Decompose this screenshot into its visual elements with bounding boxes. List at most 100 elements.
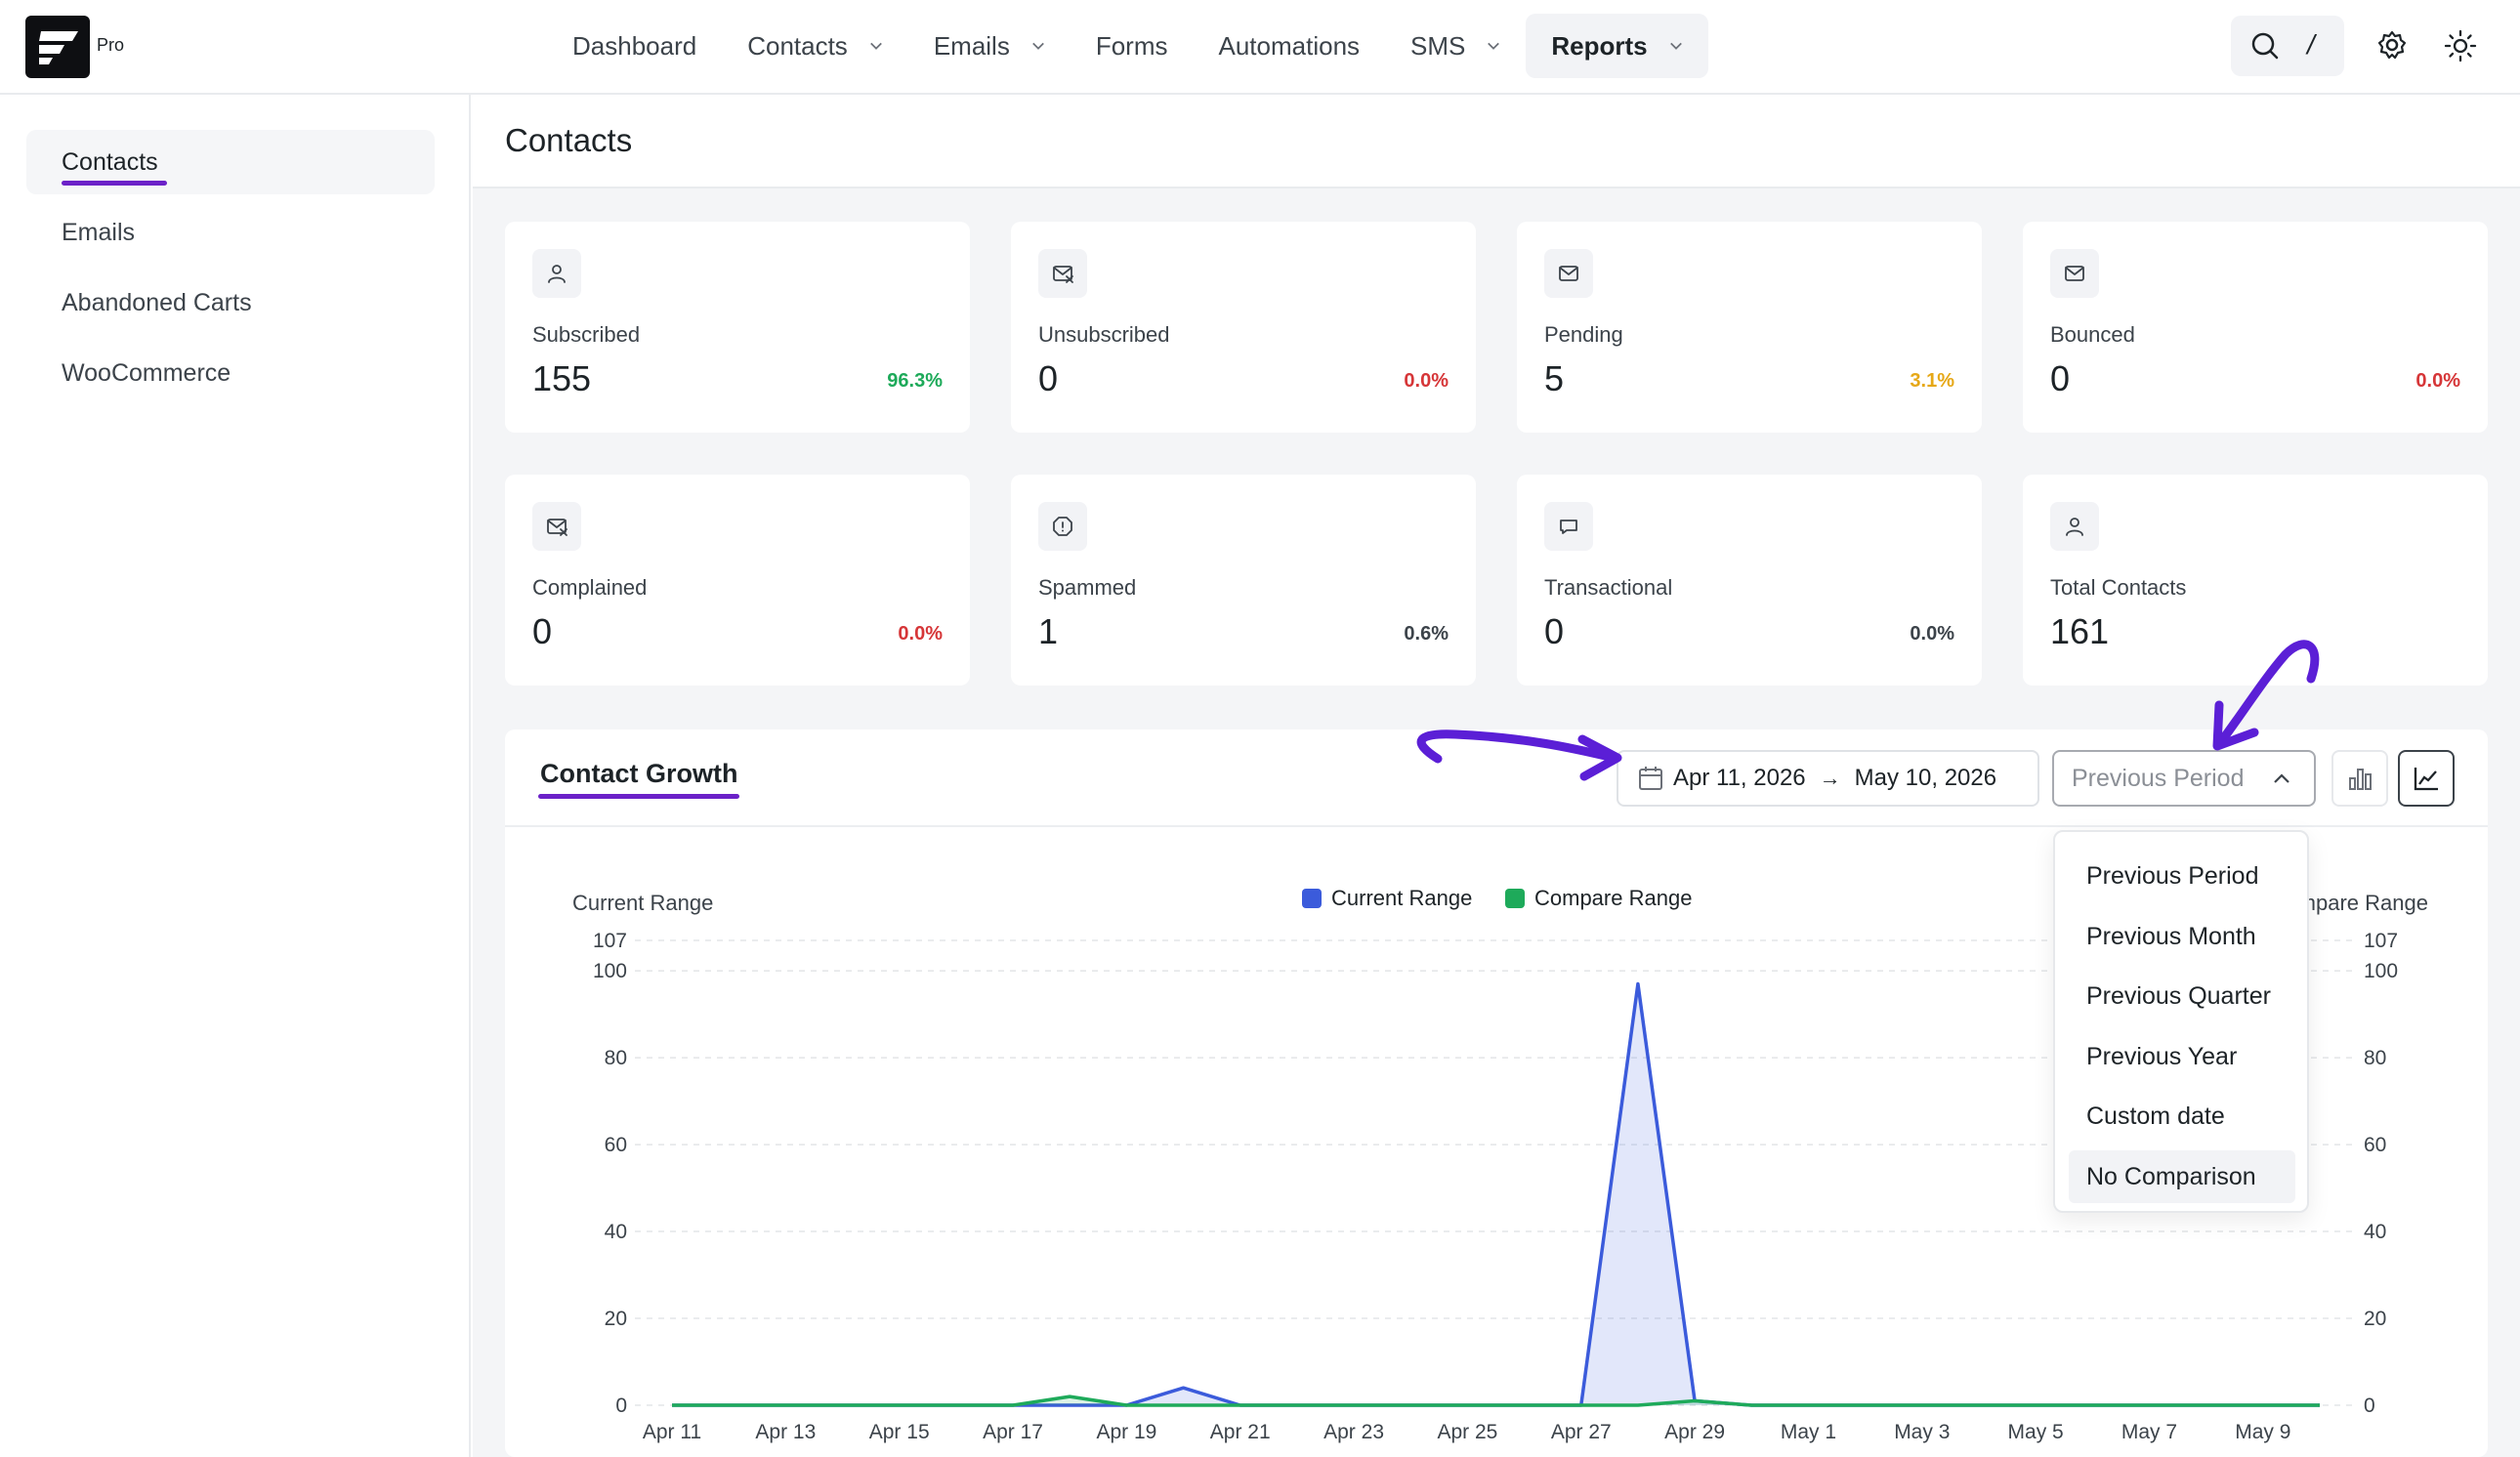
panel-title-underline <box>538 794 739 799</box>
x-tick-label: Apr 27 <box>1551 1421 1612 1443</box>
stat-percent: 3.1% <box>1910 370 1954 392</box>
option-previous-period[interactable]: Previous Period <box>2086 862 2259 890</box>
legend-label: Current Range <box>1331 886 1472 910</box>
mail-icon <box>1559 266 1578 281</box>
sidebar-item-woocommerce[interactable]: WooCommerce <box>26 341 435 405</box>
stat-percent: 0.0% <box>1910 623 1954 645</box>
compare-period-dropdown: Previous Period Previous Month Previous Qu… <box>2053 830 2309 1213</box>
compare-placeholder: Previous Period <box>2072 765 2245 792</box>
mail-icon <box>2065 266 2084 281</box>
stat-icon-box <box>532 249 581 298</box>
active-underline <box>62 181 167 186</box>
stat-label: Subscribed <box>532 322 641 347</box>
x-tick-label: May 7 <box>2121 1421 2177 1443</box>
x-tick-label: May 5 <box>2008 1421 2064 1443</box>
stat-label: Transactional <box>1544 575 1673 600</box>
y-tick-right: 60 <box>2364 1134 2386 1156</box>
option-custom-date[interactable]: Custom date <box>2086 1103 2225 1130</box>
option-previous-year[interactable]: Previous Year <box>2086 1042 2238 1070</box>
stat-card-complained: Complained 0 0.0% <box>505 475 970 686</box>
stat-icon-box <box>1544 249 1593 298</box>
y-tick-left: 107 <box>593 930 627 952</box>
sidebar-item-contacts[interactable]: Contacts <box>26 130 435 194</box>
y-tick-right: 100 <box>2364 960 2398 982</box>
y-tick-left: 20 <box>605 1308 627 1330</box>
y-tick-left: 40 <box>605 1221 627 1243</box>
top-navigation: Pro Dashboard Contacts Emails Forms Automati… <box>0 0 2520 95</box>
search-box[interactable]: / <box>2231 16 2344 76</box>
stat-value: 0 <box>1038 358 1059 398</box>
nav-item-label: Forms <box>1095 30 1168 61</box>
fluentcrm-logo[interactable] <box>25 16 90 78</box>
search-icon[interactable] <box>2250 31 2280 61</box>
stat-card-unsubscribed: Unsubscribed 0 0.0% <box>1011 222 1476 433</box>
option-previous-quarter[interactable]: Previous Quarter <box>2086 982 2271 1010</box>
gear-icon[interactable] <box>2376 29 2408 61</box>
stat-icon-box <box>2050 249 2099 298</box>
chevron-down-icon <box>1488 42 1500 50</box>
stat-label: Total Contacts <box>2050 575 2187 600</box>
reports-sidebar: Contacts Emails Abandoned Carts WooCommerce <box>0 95 471 1457</box>
stat-card-bounced: Bounced 0 0.0% <box>2023 222 2488 433</box>
user-icon <box>2066 518 2083 536</box>
x-tick-label: Apr 21 <box>1210 1421 1271 1443</box>
x-tick-label: May 3 <box>1894 1421 1950 1443</box>
line-chart-toggle[interactable] <box>2398 750 2455 807</box>
stat-value: 0 <box>532 611 553 651</box>
nav-item-label: Dashboard <box>572 30 697 61</box>
nav-item-dashboard[interactable]: Dashboard <box>547 14 722 78</box>
stat-icon-box <box>1544 502 1593 551</box>
sidebar-item-abandoned-carts[interactable]: Abandoned Carts <box>26 271 435 335</box>
nav-item-label: Reports <box>1551 30 1648 61</box>
left-axis-label: Current Range <box>572 891 713 915</box>
panel-header: Contact Growth Apr 11, 2026 → May 10, 20… <box>505 729 2488 827</box>
stat-icon-box <box>532 502 581 551</box>
option-no-comparison[interactable]: No Comparison <box>2069 1149 2295 1203</box>
main-content: Contacts Subscribed 155 96.3% Unsubscribed 0… <box>473 95 2520 1457</box>
y-tick-left: 0 <box>615 1395 627 1417</box>
stat-icon-box <box>2050 502 2099 551</box>
x-tick-label: Apr 15 <box>869 1421 930 1443</box>
mail-x-icon <box>1053 266 1073 283</box>
compare-period-select[interactable]: Previous Period <box>2052 750 2316 807</box>
stat-label: Unsubscribed <box>1038 322 1170 347</box>
x-tick-label: Apr 23 <box>1323 1421 1384 1443</box>
sidebar-item-emails[interactable]: Emails <box>26 200 435 265</box>
pro-badge: Pro <box>97 35 125 55</box>
user-icon <box>548 265 566 283</box>
mail-x-icon <box>547 519 567 536</box>
stat-label: Spammed <box>1038 575 1137 600</box>
sun-icon[interactable] <box>2444 29 2477 62</box>
stat-percent: 96.3% <box>887 370 943 392</box>
nav-item-reports[interactable]: Reports <box>1526 14 1708 78</box>
sidebar-item-label: Emails <box>62 219 136 246</box>
nav-item-automations[interactable]: Automations <box>1194 14 1386 78</box>
legend-swatch <box>1302 889 1322 908</box>
y-tick-right: 40 <box>2364 1221 2386 1243</box>
option-previous-month[interactable]: Previous Month <box>2086 922 2256 950</box>
nav-item-emails[interactable]: Emails <box>908 14 1071 78</box>
legend-swatch <box>1505 889 1525 908</box>
message-icon <box>1560 520 1577 534</box>
y-tick-right: 107 <box>2364 930 2398 952</box>
alert-octagon-icon <box>1053 517 1072 536</box>
date-range-picker[interactable]: Apr 11, 2026 → May 10, 2026 <box>1617 750 2039 807</box>
nav-item-contacts[interactable]: Contacts <box>722 14 908 78</box>
y-tick-right: 0 <box>2364 1395 2375 1417</box>
date-end[interactable]: May 10, 2026 <box>1854 765 1997 791</box>
legend-label: Compare Range <box>1534 886 1692 910</box>
bar-chart-toggle[interactable] <box>2331 750 2388 807</box>
y-tick-right: 80 <box>2364 1047 2386 1069</box>
date-start[interactable]: Apr 11, 2026 <box>1673 765 1806 791</box>
stat-value: 5 <box>1544 358 1565 398</box>
nav-item-forms[interactable]: Forms <box>1071 14 1194 78</box>
stat-label: Bounced <box>2050 322 2135 347</box>
y-tick-left: 80 <box>605 1047 627 1069</box>
x-tick-label: May 1 <box>1781 1421 1836 1443</box>
stat-value: 161 <box>2050 611 2110 651</box>
stat-percent: 0.0% <box>2415 370 2460 392</box>
page-header: Contacts <box>473 95 2520 188</box>
page-title: Contacts <box>505 122 633 158</box>
chevron-down-icon <box>1669 42 1682 50</box>
nav-item-sms[interactable]: SMS <box>1385 14 1526 78</box>
